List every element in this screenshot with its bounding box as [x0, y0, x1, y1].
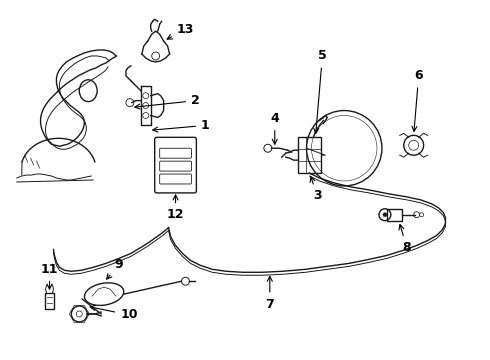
Text: 9: 9	[107, 258, 123, 279]
Text: 12: 12	[167, 195, 184, 221]
Text: 7: 7	[266, 276, 274, 311]
Text: 13: 13	[167, 23, 194, 39]
Text: 6: 6	[412, 69, 423, 131]
Bar	[45, 293, 54, 309]
Text: 4: 4	[270, 112, 279, 144]
Text: 11: 11	[41, 263, 58, 289]
Bar	[387, 209, 402, 221]
Text: 8: 8	[399, 225, 411, 254]
Text: 1: 1	[153, 119, 210, 132]
Text: 10: 10	[90, 305, 138, 321]
Text: 3: 3	[310, 177, 322, 202]
Text: 2: 2	[135, 94, 200, 109]
Circle shape	[383, 213, 387, 217]
Text: 5: 5	[314, 49, 327, 133]
Bar	[297, 137, 321, 173]
